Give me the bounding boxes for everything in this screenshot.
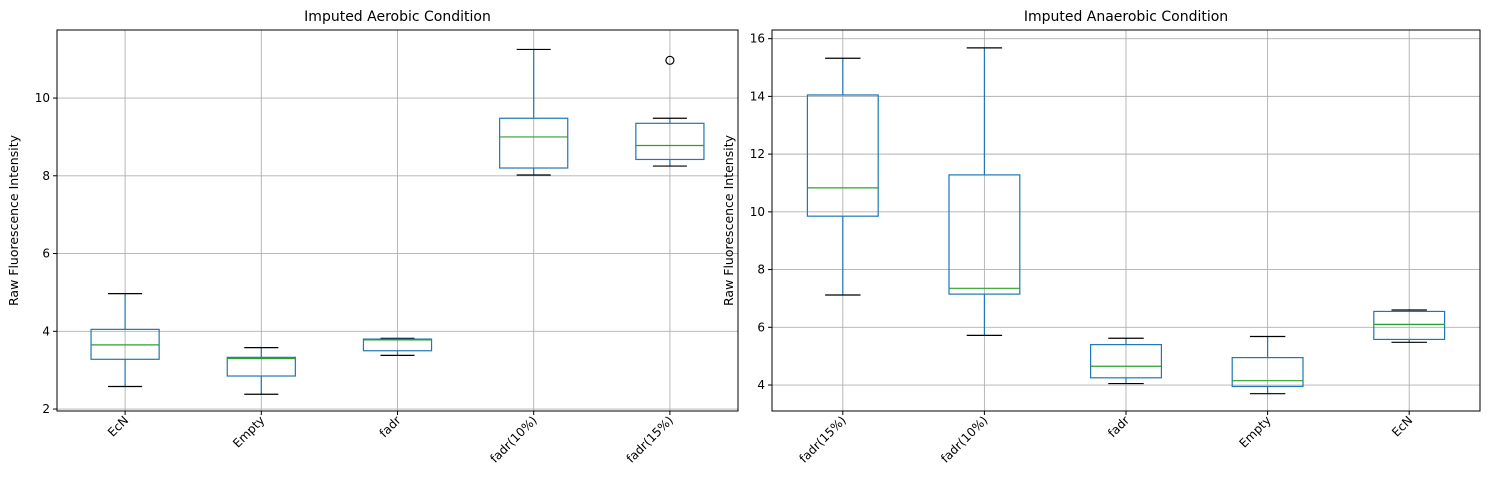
x-tick-label: Empty: [230, 413, 267, 450]
outlier-point: [665, 55, 675, 65]
box-iqr: [499, 117, 569, 169]
subplot-2: 4 6 8 10 12 14 16 fadr(15%) fadr(10%) fadr Empty Ec…: [721, 9, 1481, 466]
y-tick-label: 10: [35, 91, 50, 105]
y-tick-label: 6: [757, 320, 765, 334]
x-tick-label: EcN: [1389, 413, 1415, 439]
box-iqr: [806, 94, 879, 217]
box-iqr: [1373, 310, 1446, 341]
box-fadr(10%): [948, 47, 1021, 336]
chart-title: Imputed Aerobic Condition: [304, 9, 491, 25]
y-tick-label: 16: [750, 32, 765, 46]
y-axis-label: Raw Fluorescence Intensity: [6, 134, 21, 306]
box-EcN: [1373, 309, 1446, 343]
box-fadr(15%): [635, 55, 705, 167]
y-tick-label: 8: [42, 169, 50, 183]
y-tick-label: 8: [757, 263, 765, 277]
x-tick-label: EcN: [105, 413, 131, 439]
box-fadr: [1089, 337, 1162, 385]
y-tick-label: 2: [42, 402, 50, 416]
y-tick-label: 14: [750, 89, 765, 103]
y-axis-label: Raw Fluorescence Intensity: [721, 134, 736, 306]
box-fadr(15%): [806, 57, 879, 296]
x-tick-label: fadr: [1105, 413, 1132, 440]
box-fadr(10%): [499, 48, 569, 176]
y-tick-label: 4: [757, 378, 765, 392]
x-tick-label: fadr(10%): [487, 413, 539, 465]
box-iqr: [635, 122, 705, 161]
y-tick-label: 4: [42, 324, 50, 338]
box-Empty: [1231, 335, 1304, 395]
y-tick-label: 12: [750, 147, 765, 161]
box-iqr: [1089, 344, 1162, 379]
box-EcN: [90, 292, 160, 388]
y-tick-label: 6: [42, 247, 50, 261]
box-fadr: [362, 337, 433, 357]
box-iqr: [226, 356, 296, 377]
box-iqr: [1231, 357, 1304, 388]
box-Empty: [226, 347, 296, 395]
chart-title: Imputed Anaerobic Condition: [1024, 9, 1228, 25]
x-tick-label: fadr(15%): [624, 413, 676, 465]
subplot-1: 2 4 6 8 10 EcN Empty fadr fadr(10%) fadr(15%) Impu…: [6, 9, 739, 466]
box-iqr: [948, 174, 1021, 295]
x-tick-label: Empty: [1236, 413, 1273, 450]
y-tick-label: 10: [750, 205, 765, 219]
x-tick-label: fadr(10%): [938, 413, 990, 465]
x-tick-label: fadr(15%): [796, 413, 848, 465]
x-tick-label: fadr: [377, 413, 404, 440]
box-iqr: [362, 338, 433, 352]
